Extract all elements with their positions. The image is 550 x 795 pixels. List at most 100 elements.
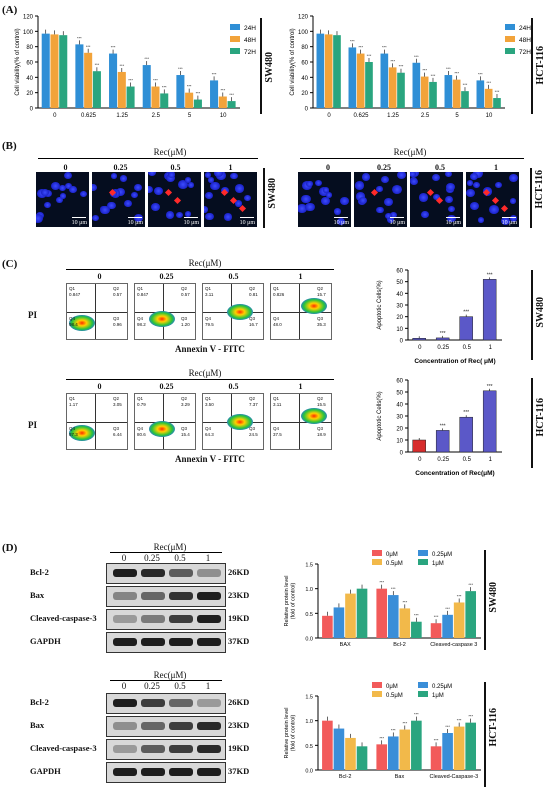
- nucleus: [501, 216, 511, 226]
- nucleus: [92, 184, 97, 192]
- nucleus: [383, 198, 393, 207]
- nucleus: [336, 217, 345, 225]
- event-cloud: [149, 421, 175, 438]
- scale-bar: [390, 217, 404, 218]
- pi-label-1: PI: [28, 310, 37, 320]
- nucleus: [509, 215, 517, 222]
- x-tick-label: Cleaved-Caspase-3: [430, 774, 479, 780]
- quadrant-value: 1.20: [181, 322, 190, 327]
- quadrant-label: Q4: [273, 426, 280, 431]
- bar: [465, 591, 477, 638]
- legend-swatch: [418, 682, 428, 688]
- quadrant-value: 98.2: [137, 322, 146, 327]
- quadrant-label: Q4: [137, 426, 144, 431]
- label-sw480-d: SW480: [488, 582, 499, 613]
- bar: [411, 621, 422, 638]
- legend-swatch: [418, 559, 428, 565]
- x-tick-label: 0: [53, 113, 57, 119]
- nucleus: [107, 201, 117, 210]
- quadrant-value: 0.847: [137, 292, 149, 297]
- label-sw480-b: SW480: [267, 178, 278, 209]
- nucleus: [445, 172, 453, 178]
- nucleus: [64, 182, 72, 189]
- micrograph-tile: 10 μm: [466, 172, 519, 227]
- significance-label: ***: [422, 68, 427, 73]
- bar: [356, 53, 365, 108]
- significance-label: ***: [128, 78, 133, 83]
- quadrant-value: 1.17: [69, 402, 78, 407]
- dose-label: 0: [326, 163, 330, 172]
- bar: [345, 593, 356, 638]
- legend-swatch: [418, 550, 428, 556]
- flow-plot: Q1 0.826 Q2 15.7 Q3 35.3 Q4 48.0: [270, 283, 332, 340]
- y-axis-label: (fold of control): [291, 582, 297, 619]
- nucleus: [397, 172, 407, 179]
- nucleus: [410, 177, 418, 185]
- nucleus: [444, 196, 453, 204]
- quadrant-value: 87.3: [69, 432, 78, 437]
- quadrant-label: Q1: [137, 286, 144, 291]
- y-axis-label: Apoptotic Cells(%): [377, 391, 383, 440]
- protein-band: [169, 768, 193, 776]
- nucleus: [187, 182, 195, 188]
- nucleus: [470, 172, 479, 180]
- nucleus: [431, 173, 440, 181]
- divider: [530, 168, 532, 228]
- protein-band: [113, 569, 137, 577]
- gate-line: [95, 284, 96, 339]
- gate-line: [67, 312, 127, 313]
- rec-title-d1: Rec(μM): [153, 542, 187, 552]
- y-tick-label: 60: [396, 379, 403, 385]
- x-tick-label: 2.5: [152, 113, 161, 119]
- nucleus: [466, 180, 474, 186]
- band-size: 23KD: [228, 720, 250, 730]
- scale-bar-label: 10 μm: [239, 220, 255, 226]
- nucleus: [165, 211, 175, 219]
- significance-label: ***: [431, 73, 436, 78]
- nucleus: [421, 210, 429, 218]
- significance-label: ***: [468, 582, 473, 587]
- scale-bar: [184, 217, 198, 218]
- nucleus: [119, 175, 127, 182]
- y-tick-label: 0.5: [305, 744, 313, 750]
- blot-strip: [106, 693, 226, 714]
- quadrant-label: Q1: [69, 396, 76, 401]
- nucleus: [223, 212, 233, 221]
- y-tick-label: 40: [301, 76, 308, 82]
- quadrant-label: Q4: [69, 316, 76, 321]
- bar: [41, 33, 50, 108]
- quadrant-label: Q3: [113, 426, 120, 431]
- quadrant-value: 80.6: [137, 432, 146, 437]
- quadrant-value: 15.5: [317, 402, 326, 407]
- apoptosis-marker: [500, 204, 509, 213]
- x-axis-label: Concentration of Rec(μM): [415, 470, 494, 477]
- y-tick-label: 1.5: [305, 563, 313, 569]
- bar: [412, 338, 426, 341]
- label-hct116-c: HCT-116: [535, 398, 546, 437]
- dose-label: 0.25: [144, 553, 160, 563]
- dose-label: 1: [298, 272, 303, 281]
- nucleus: [509, 174, 519, 183]
- band-label: GAPDH: [30, 766, 61, 776]
- x-tick-label: 5: [455, 113, 459, 119]
- chart-apoptosis-sw480: 0 10 20 30 40 50 60 0 *** 0.25 *** 0.5 *** 1 Apoptotic…: [377, 269, 502, 365]
- y-axis-label: Cell viability(% of control): [15, 28, 21, 95]
- protein-band: [141, 699, 165, 707]
- protein-band: [113, 768, 137, 776]
- significance-label: ***: [391, 586, 396, 591]
- annexin-label-1: Annexin V - FITC: [175, 344, 245, 354]
- significance-label: ***: [144, 56, 149, 61]
- nucleus: [205, 192, 214, 199]
- dose-label: 0.5: [174, 553, 186, 563]
- rec-title-b2: Rec(μM): [393, 147, 427, 157]
- bar: [442, 733, 453, 770]
- quadrant-label: Q1: [273, 286, 280, 291]
- chart-viability-hct116: 0204060801001200*********0.625*********1…: [290, 15, 531, 120]
- y-tick-label: 0.5: [305, 612, 313, 618]
- significance-label: ***: [367, 53, 372, 58]
- nucleus: [63, 172, 72, 180]
- nucleus: [509, 198, 516, 204]
- nucleus: [321, 197, 330, 206]
- significance-label: ***: [402, 721, 407, 726]
- dose-label: 0.25: [377, 163, 391, 172]
